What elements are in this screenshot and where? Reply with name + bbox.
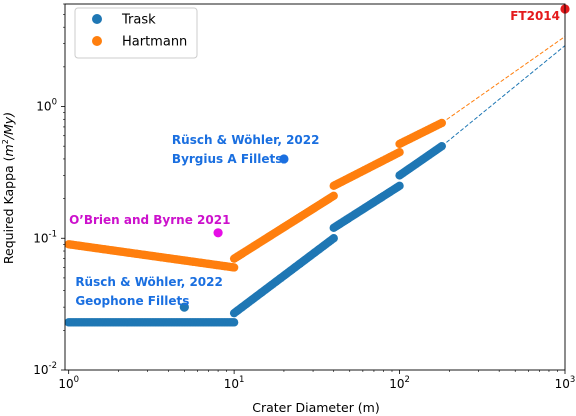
annotation-label: Rüsch & Wöhler, 2022 bbox=[172, 133, 320, 147]
data-point bbox=[395, 148, 404, 157]
y-axis: 10-2 10-1 100 bbox=[33, 3, 65, 377]
legend: Trask Hartmann bbox=[74, 7, 198, 59]
annotation-label: FT2014 bbox=[510, 9, 560, 23]
x-tick-label: 102 bbox=[389, 375, 410, 391]
y-axis-title: Required Kappa (m2/My) bbox=[1, 112, 16, 264]
annotation-label: O’Brien and Byrne 2021 bbox=[69, 213, 230, 227]
data-point bbox=[229, 263, 239, 272]
y-axis-title-unit: m bbox=[1, 144, 16, 156]
legend-label-trask: Trask bbox=[121, 13, 156, 28]
annotation-label: Byrgius A Fillets bbox=[172, 152, 282, 166]
y-tick-label: 10-1 bbox=[33, 229, 57, 245]
data-point bbox=[329, 234, 338, 243]
y-axis-title-suffix: /My) bbox=[1, 112, 16, 140]
y-axis-title-prefix: Required Kappa ( bbox=[1, 156, 16, 264]
extrapolation-lines bbox=[441, 36, 565, 147]
annotation-label: Geophone Fillets bbox=[75, 294, 189, 308]
x-tick-label: 100 bbox=[58, 375, 79, 391]
annotation-point bbox=[279, 154, 289, 164]
plot-frame bbox=[64, 3, 566, 371]
x-tick-label: 101 bbox=[224, 375, 245, 391]
annotation-label: Rüsch & Wöhler, 2022 bbox=[75, 275, 223, 289]
annotation-labels: FT2014 O’Brien and Byrne 2021 Rüsch & Wöhl… bbox=[69, 9, 560, 308]
data-point bbox=[229, 318, 239, 327]
extrapolation-line bbox=[441, 45, 565, 147]
extrapolation-line bbox=[441, 36, 565, 124]
data-point bbox=[437, 118, 446, 128]
x-axis: 100 101 102 103 bbox=[58, 370, 575, 391]
data-point bbox=[329, 191, 338, 201]
y-tick-label: 10-2 bbox=[33, 361, 57, 377]
data-point bbox=[437, 141, 446, 151]
annotation-point bbox=[213, 228, 223, 238]
annotation-points bbox=[179, 4, 570, 312]
legend-marker-hartmann bbox=[92, 36, 102, 46]
y-axis-title-exp: 2 bbox=[1, 139, 10, 144]
y-tick-label: 100 bbox=[36, 98, 57, 114]
data-points bbox=[65, 118, 446, 327]
legend-marker-trask bbox=[92, 14, 102, 24]
legend-box bbox=[74, 7, 198, 59]
x-axis-title: Crater Diameter (m) bbox=[252, 400, 380, 415]
legend-label-hartmann: Hartmann bbox=[122, 35, 187, 50]
data-point bbox=[395, 181, 404, 191]
x-tick-label: 103 bbox=[555, 375, 576, 391]
annotation-point bbox=[179, 302, 189, 312]
